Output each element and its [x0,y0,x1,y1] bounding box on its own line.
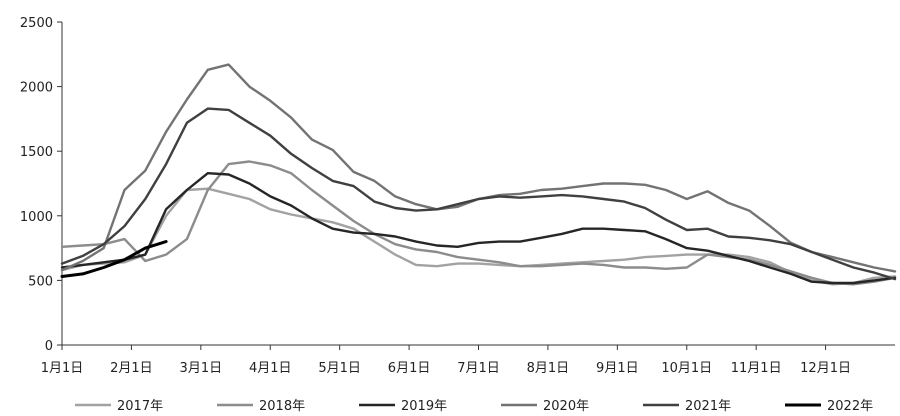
x-tick-label: 11月1日 [731,361,782,376]
x-tick-label: 5月1日 [318,361,361,376]
legend-label: 2020年 [543,399,589,414]
x-tick-label: 10月1日 [661,361,712,376]
x-tick-label: 3月1日 [180,361,223,376]
legend-label: 2017年 [117,399,163,414]
y-tick-label: 2000 [20,81,53,96]
axes [61,22,895,346]
legend-label: 2021年 [685,399,731,414]
legend-label: 2022年 [827,399,873,414]
x-tick-label: 4月1日 [249,361,292,376]
series-lines [60,63,897,286]
series-line-4 [60,107,897,281]
series-line-1 [60,160,897,286]
series-line-2 [60,172,897,285]
y-tick-label: 1000 [20,210,53,225]
y-axis-ticks: 0 500 1000 1500 2000 2500 [20,16,62,354]
x-tick-label: 7月1日 [457,361,500,376]
y-tick-label: 0 [45,339,53,354]
legend-label: 2018年 [259,399,305,414]
y-tick-label: 2500 [20,16,53,31]
x-axis-ticks: 1月1日 2月1日 3月1日 4月1日 5月1日 6月1日 7月1日 8月1日 9月1日 10月1… [41,345,851,376]
x-tick-label: 12月1日 [800,361,851,376]
series-line-0 [60,187,897,286]
series-line-5 [60,240,168,278]
x-tick-label: 1月1日 [41,361,84,376]
legend: 2017年 2018年 2019年 2020年 2021年 2022年 [75,399,873,414]
x-tick-label: 8月1日 [527,361,570,376]
x-tick-label: 9月1日 [596,361,639,376]
legend-label: 2019年 [401,399,447,414]
x-tick-label: 2月1日 [110,361,153,376]
x-tick-label: 6月1日 [388,361,431,376]
y-tick-label: 500 [28,274,53,289]
y-tick-label: 1500 [20,145,53,160]
